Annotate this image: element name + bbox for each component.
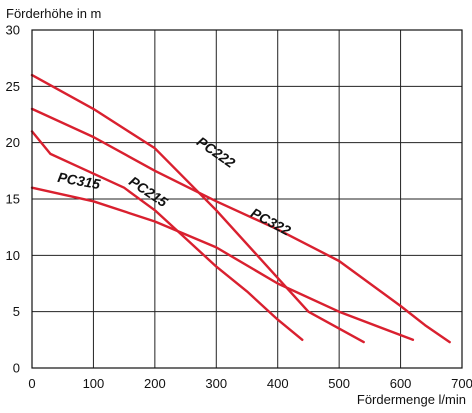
- y-tick-label: 10: [6, 248, 20, 263]
- y-tick-label: 20: [6, 135, 20, 150]
- x-tick-label: 100: [83, 376, 105, 391]
- x-tick-label: 600: [390, 376, 412, 391]
- series-label-pc315: PC315: [56, 169, 101, 192]
- y-tick-label: 30: [6, 23, 20, 38]
- y-tick-label: 0: [13, 361, 20, 376]
- y-tick-label: 15: [6, 192, 20, 207]
- x-tick-label: 0: [28, 376, 35, 391]
- series-line-pc322: [30, 107, 451, 344]
- series-line-pc222: [30, 73, 365, 344]
- plot-frame: [31, 29, 463, 369]
- series-line-pc215: [30, 130, 304, 341]
- x-tick-label: 200: [144, 376, 166, 391]
- series-curves: [30, 73, 451, 344]
- tick-labels: 0 100 200 300 400 500 600 700 0 5 10 15 20 25 30: [6, 23, 472, 392]
- x-tick-label: 300: [205, 376, 227, 391]
- series-label-pc322: PC322: [248, 205, 293, 239]
- x-tick-label: 400: [267, 376, 289, 391]
- y-tick-label: 25: [6, 79, 20, 94]
- grid-lines: [31, 29, 463, 369]
- y-axis-title: Förderhöhe in m: [6, 6, 101, 21]
- y-tick-label: 5: [13, 304, 20, 319]
- series-line-pc315: [30, 186, 415, 341]
- x-axis-title: Fördermenge l/min: [357, 392, 466, 407]
- x-tick-label: 700: [451, 376, 472, 391]
- x-tick-label: 500: [328, 376, 350, 391]
